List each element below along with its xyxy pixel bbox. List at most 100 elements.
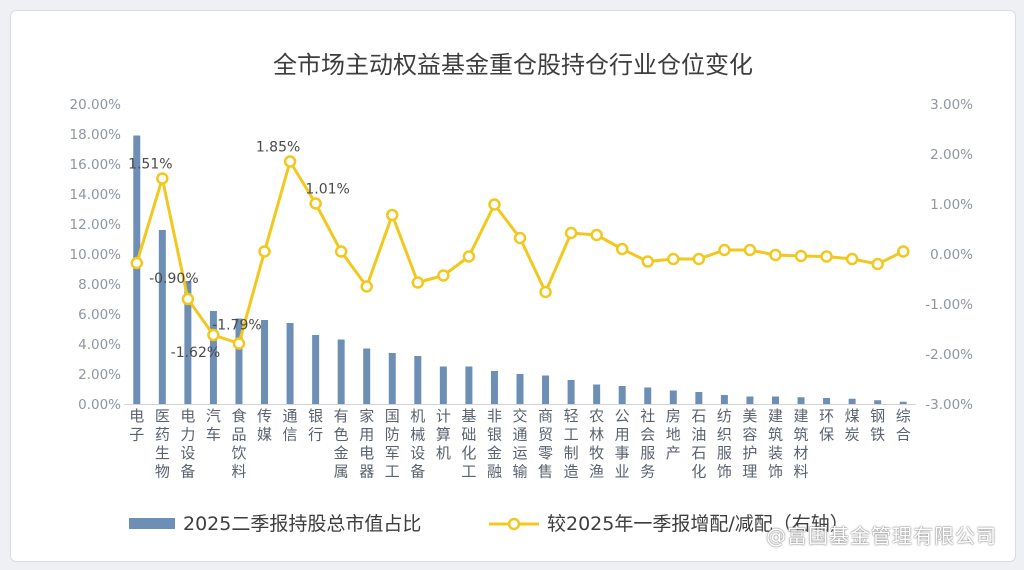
bar — [337, 339, 345, 404]
category-label: 护 — [742, 444, 757, 462]
category-label: 料 — [794, 463, 809, 481]
bar — [184, 281, 192, 404]
left-axis-tick-label: 12.00% — [70, 217, 122, 233]
category-label: 零 — [538, 444, 553, 462]
left-axis-tick-label: 4.00% — [78, 337, 121, 353]
left-axis-tick-label: 18.00% — [70, 127, 122, 143]
category-label: 工 — [564, 426, 579, 444]
bar — [235, 318, 243, 404]
category-label: 合 — [896, 426, 911, 444]
category-label: 环 — [819, 407, 834, 425]
bar — [771, 396, 779, 404]
bar — [516, 374, 524, 404]
category-label: 服 — [717, 444, 732, 462]
category-label: 运 — [512, 444, 527, 462]
category-label: 药 — [155, 426, 170, 444]
category-label: 铁 — [870, 426, 885, 444]
bar — [797, 397, 805, 404]
right-axis-tick-label: -1.00% — [925, 297, 973, 313]
category-label: 美 — [742, 407, 757, 425]
category-label: 子 — [129, 426, 144, 444]
category-label: 通 — [283, 407, 298, 425]
line-point — [283, 155, 297, 168]
category-label: 综 — [896, 407, 911, 425]
bar — [720, 395, 728, 404]
line-point — [539, 285, 552, 299]
line-point — [181, 292, 195, 306]
line-point — [488, 198, 501, 211]
category-label: 电 — [180, 407, 195, 425]
data-label: -0.90% — [149, 271, 199, 287]
category-label: 军 — [385, 444, 400, 462]
line-point — [718, 243, 731, 257]
category-label: 煤 — [845, 407, 860, 425]
category-label: 饮 — [231, 444, 246, 462]
category-label: 炭 — [845, 426, 860, 444]
bar — [439, 366, 447, 404]
legend-line-marker — [507, 517, 521, 531]
bar — [261, 320, 269, 404]
line-point — [232, 337, 246, 350]
line-point — [386, 208, 399, 222]
chart: 全市场主动权益基金重仓股持仓行业仓位变化 0.00% 2.00% 4.00% 6.00%… — [70, 51, 974, 535]
category-label: 化 — [691, 463, 706, 481]
category-label: 容 — [742, 426, 757, 444]
line-point — [743, 243, 757, 257]
legend-bar-label: 2025二季报持股总市值占比 — [183, 513, 421, 535]
bar — [899, 401, 907, 404]
category-label: 服 — [640, 444, 655, 462]
category-label: 农 — [589, 407, 604, 425]
category-label: 银 — [487, 426, 502, 444]
line-point — [794, 249, 808, 263]
category-label: 融 — [487, 463, 502, 481]
category-label: 轻 — [564, 407, 579, 425]
chart-card: 全市场主动权益基金重仓股持仓行业仓位变化 0.00% 2.00% 4.00% 6.00%… — [10, 10, 1016, 562]
category-label: 防 — [385, 426, 400, 444]
category-label: 品 — [231, 426, 246, 444]
category-label: 用 — [615, 426, 630, 444]
line-point — [411, 276, 425, 289]
bar — [388, 353, 396, 404]
bar — [669, 390, 677, 404]
category-label: 器 — [359, 463, 374, 481]
category-label: 械 — [410, 426, 425, 444]
category-label: 渔 — [589, 463, 604, 481]
line-point — [462, 250, 476, 263]
data-label: -1.79% — [212, 318, 262, 334]
category-label: 传 — [257, 407, 272, 425]
category-label: 理 — [742, 463, 757, 481]
category-label: 媒 — [257, 426, 272, 444]
category-label: 基 — [461, 407, 476, 425]
category-label: 交 — [512, 407, 527, 425]
line-point — [820, 250, 833, 263]
line-point — [615, 242, 629, 256]
category-label: 事 — [615, 444, 630, 462]
line-point — [845, 252, 859, 266]
category-label: 属 — [334, 463, 349, 481]
category-label: 备 — [410, 463, 425, 481]
category-label: 力 — [180, 426, 195, 444]
category-label: 银 — [308, 407, 323, 425]
legend-line-label: 较2025年一季报增配/减配（右轴） — [547, 513, 849, 535]
right-axis-tick-label: 1.00% — [930, 197, 973, 213]
bar — [542, 375, 550, 404]
line-point — [334, 245, 348, 258]
line-point — [207, 328, 220, 342]
category-label: 林 — [589, 426, 604, 444]
category-label: 业 — [615, 463, 630, 481]
line-point — [692, 252, 706, 266]
category-label: 牧 — [589, 444, 604, 462]
line-point — [564, 226, 578, 240]
category-label: 石 — [691, 444, 706, 462]
category-label: 装 — [768, 444, 783, 462]
category-label: 房 — [666, 407, 681, 425]
category-label: 纺 — [717, 407, 732, 425]
category-label: 物 — [155, 463, 170, 481]
line-point — [896, 245, 910, 258]
category-label: 石 — [691, 407, 706, 425]
right-axis-tick-label: 3.00% — [930, 97, 973, 113]
right-axis-tick-label: 2.00% — [930, 147, 973, 163]
bar — [133, 135, 141, 404]
category-label: 饰 — [768, 463, 783, 481]
data-label: 1.51% — [128, 157, 172, 173]
